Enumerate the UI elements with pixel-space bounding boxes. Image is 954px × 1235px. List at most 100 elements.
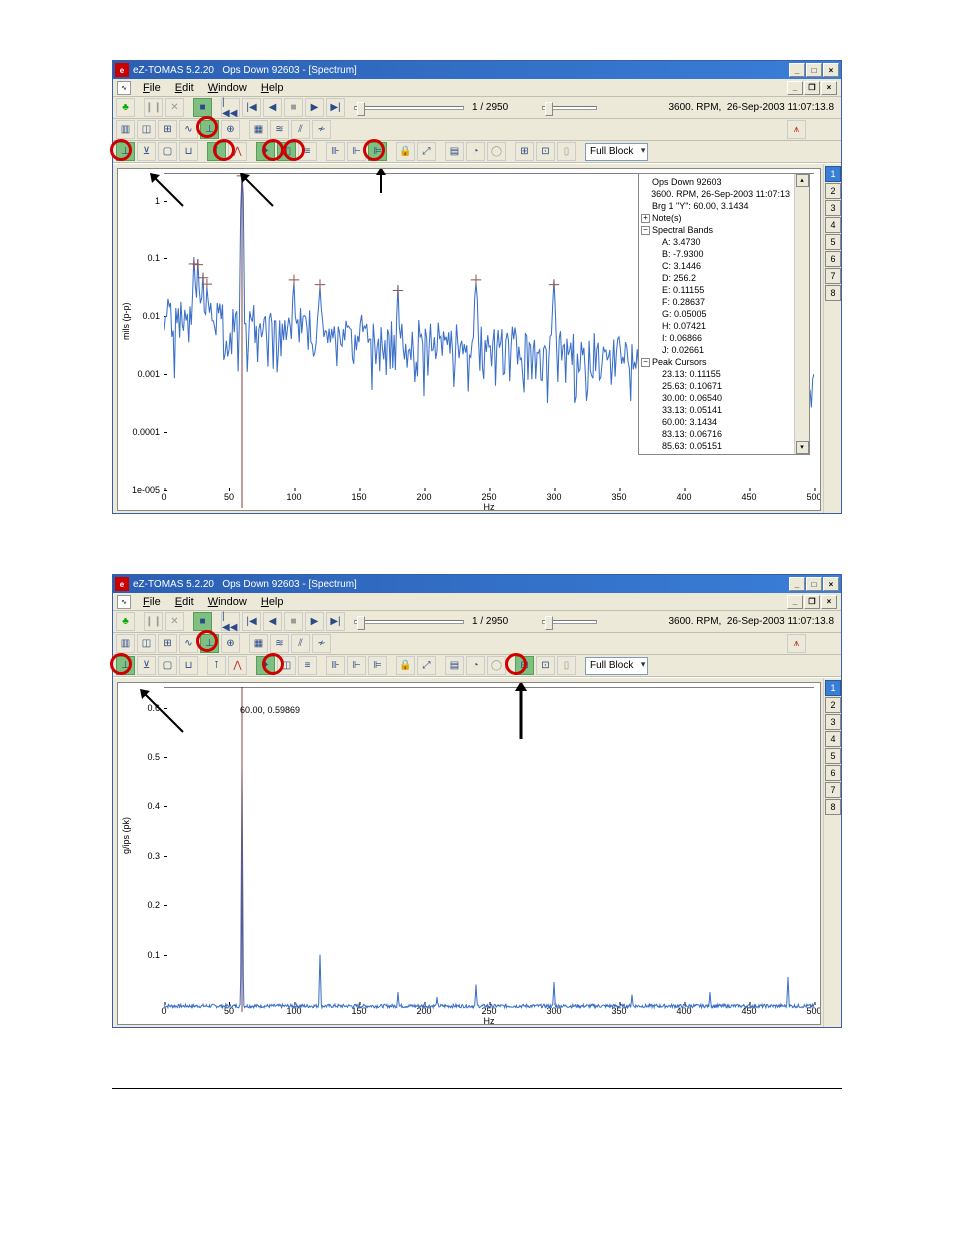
menu-file[interactable]: File	[137, 595, 167, 609]
harmonic-3-button[interactable]: ⊫	[368, 656, 387, 675]
pause-button[interactable]: ❙❙	[144, 98, 163, 117]
menu-help[interactable]: Help	[255, 81, 290, 95]
channel-tab-3[interactable]: 3	[825, 714, 841, 730]
stop-button[interactable]: ■	[284, 98, 303, 117]
stop-x-button[interactable]: ✕	[165, 98, 184, 117]
plot-type-4-button[interactable]: ∿	[179, 120, 198, 139]
first-button[interactable]: |◀◀	[221, 98, 240, 117]
marker-3-button[interactable]: ≡	[298, 656, 317, 675]
cursor-tool-4-button[interactable]: ⊔	[179, 142, 198, 161]
annotation-scrollbar[interactable]: ▴ ▾	[794, 174, 809, 454]
block-select[interactable]: Full Block	[585, 657, 648, 675]
menu-help[interactable]: Help	[255, 595, 290, 609]
plot-type-2-button[interactable]: ◫	[137, 634, 156, 653]
tree-icon[interactable]: ♣	[116, 612, 135, 631]
position-slider-thumb[interactable]	[357, 616, 365, 630]
speed-slider-thumb[interactable]	[545, 102, 553, 116]
plot-type-2-button[interactable]: ◫	[137, 120, 156, 139]
mdi-minimize-button[interactable]: _	[787, 595, 803, 609]
rewind-button[interactable]: ◀	[263, 612, 282, 631]
cursor-tool-3-button[interactable]: ▢	[158, 142, 177, 161]
cursor-mode-1-button[interactable]: ⊺	[207, 656, 226, 675]
cursor-mode-2-button[interactable]: ⋀	[228, 142, 247, 161]
config-3-button[interactable]: ▯	[557, 142, 576, 161]
rewind-button[interactable]: ◀	[263, 98, 282, 117]
minimize-button[interactable]: _	[789, 63, 805, 77]
mdi-close-button[interactable]: ×	[821, 81, 837, 95]
plot-opt-1-button[interactable]: ▦	[249, 120, 268, 139]
grid-3-button[interactable]: ◯	[487, 656, 506, 675]
cursor-mode-2-button[interactable]: ⋀	[228, 656, 247, 675]
channel-tab-1[interactable]: 1	[825, 680, 841, 696]
menu-file[interactable]: File	[137, 81, 167, 95]
play-button[interactable]: ▶	[305, 98, 324, 117]
cursor-tool-1-button[interactable]: ⊥	[116, 142, 135, 161]
stop-x-button[interactable]: ✕	[165, 612, 184, 631]
menu-window[interactable]: Window	[202, 81, 253, 95]
marker-1-button[interactable]: ✦	[256, 142, 275, 161]
spectrum-plot[interactable]: g/ips (pk) 0.60.50.40.30.20.1 Hz 0501001…	[117, 682, 821, 1025]
cursor-tool-3-button[interactable]: ▢	[158, 656, 177, 675]
plot-opt-3-button[interactable]: ⫽	[291, 120, 310, 139]
speed-slider[interactable]	[542, 106, 597, 110]
menu-edit[interactable]: Edit	[169, 81, 200, 95]
plot-type-6-button[interactable]: ⊕	[221, 634, 240, 653]
next-button[interactable]: ▶|	[326, 612, 345, 631]
scroll-down-button[interactable]: ▾	[796, 441, 809, 454]
grid-1-button[interactable]: ▤	[445, 656, 464, 675]
record-active-button[interactable]: ■	[193, 612, 212, 631]
mdi-restore-button[interactable]: ❐	[804, 595, 820, 609]
plot-type-3-button[interactable]: ⊞	[158, 634, 177, 653]
block-select[interactable]: Full Block	[585, 143, 648, 161]
harmonic-2-button[interactable]: ⊩	[347, 656, 366, 675]
plot-opt-3-button[interactable]: ⫽	[291, 634, 310, 653]
spectrum-button[interactable]: ⊥	[200, 120, 219, 139]
grid-3-button[interactable]: ◯	[487, 142, 506, 161]
menu-edit[interactable]: Edit	[169, 595, 200, 609]
plot-opt-2-button[interactable]: ≋	[270, 634, 289, 653]
grid-2-button[interactable]: ◔	[466, 656, 485, 675]
position-slider[interactable]	[354, 106, 464, 110]
marker-2-button[interactable]: ◫	[277, 142, 296, 161]
grid-2-button[interactable]: ◔	[466, 142, 485, 161]
cursor-tool-2-button[interactable]: ⊻	[137, 142, 156, 161]
cursor-tool-2-button[interactable]: ⊻	[137, 656, 156, 675]
scroll-up-button[interactable]: ▴	[796, 174, 809, 187]
plot-opt-1-button[interactable]: ▦	[249, 634, 268, 653]
next-button[interactable]: ▶|	[326, 98, 345, 117]
zoom-button[interactable]: ⤢	[417, 142, 436, 161]
cursor-tool-4-button[interactable]: ⊔	[179, 656, 198, 675]
minimize-button[interactable]: _	[789, 577, 805, 591]
cursor-tool-1-button[interactable]: ⊥	[116, 656, 135, 675]
spectrum-button[interactable]: ⊥	[200, 634, 219, 653]
plot-opt-4-button[interactable]: ≁	[312, 634, 331, 653]
config-3-button[interactable]: ▯	[557, 656, 576, 675]
marker-2-button[interactable]: ◫	[277, 656, 296, 675]
mdi-minimize-button[interactable]: _	[787, 81, 803, 95]
channel-tab-5[interactable]: 5	[825, 234, 841, 250]
channel-tab-2[interactable]: 2	[825, 183, 841, 199]
spectrum-indicator-icon[interactable]: ⩚	[787, 634, 806, 653]
harmonic-1-button[interactable]: ⊪	[326, 656, 345, 675]
channel-tab-8[interactable]: 8	[825, 285, 841, 301]
channel-tab-6[interactable]: 6	[825, 765, 841, 781]
marker-3-button[interactable]: ≡	[298, 142, 317, 161]
mdi-close-button[interactable]: ×	[821, 595, 837, 609]
prev-button[interactable]: |◀	[242, 612, 261, 631]
spectrum-indicator-icon[interactable]: ⩚	[787, 120, 806, 139]
tree-icon[interactable]: ♣	[116, 98, 135, 117]
harmonic-2-button[interactable]: ⊩	[347, 142, 366, 161]
channel-tab-8[interactable]: 8	[825, 799, 841, 815]
prev-button[interactable]: |◀	[242, 98, 261, 117]
menu-window[interactable]: Window	[202, 595, 253, 609]
plot-opt-4-button[interactable]: ≁	[312, 120, 331, 139]
mdi-restore-button[interactable]: ❐	[804, 81, 820, 95]
channel-tab-4[interactable]: 4	[825, 217, 841, 233]
mdi-system-icon[interactable]: ∿	[117, 595, 131, 609]
channel-tab-6[interactable]: 6	[825, 251, 841, 267]
config-1-button[interactable]: ⊞	[515, 142, 534, 161]
config-2-button[interactable]: ⊡	[536, 142, 555, 161]
plot-opt-2-button[interactable]: ≋	[270, 120, 289, 139]
zoom-button[interactable]: ⤢	[417, 656, 436, 675]
plot-type-1-button[interactable]: ▥	[116, 634, 135, 653]
